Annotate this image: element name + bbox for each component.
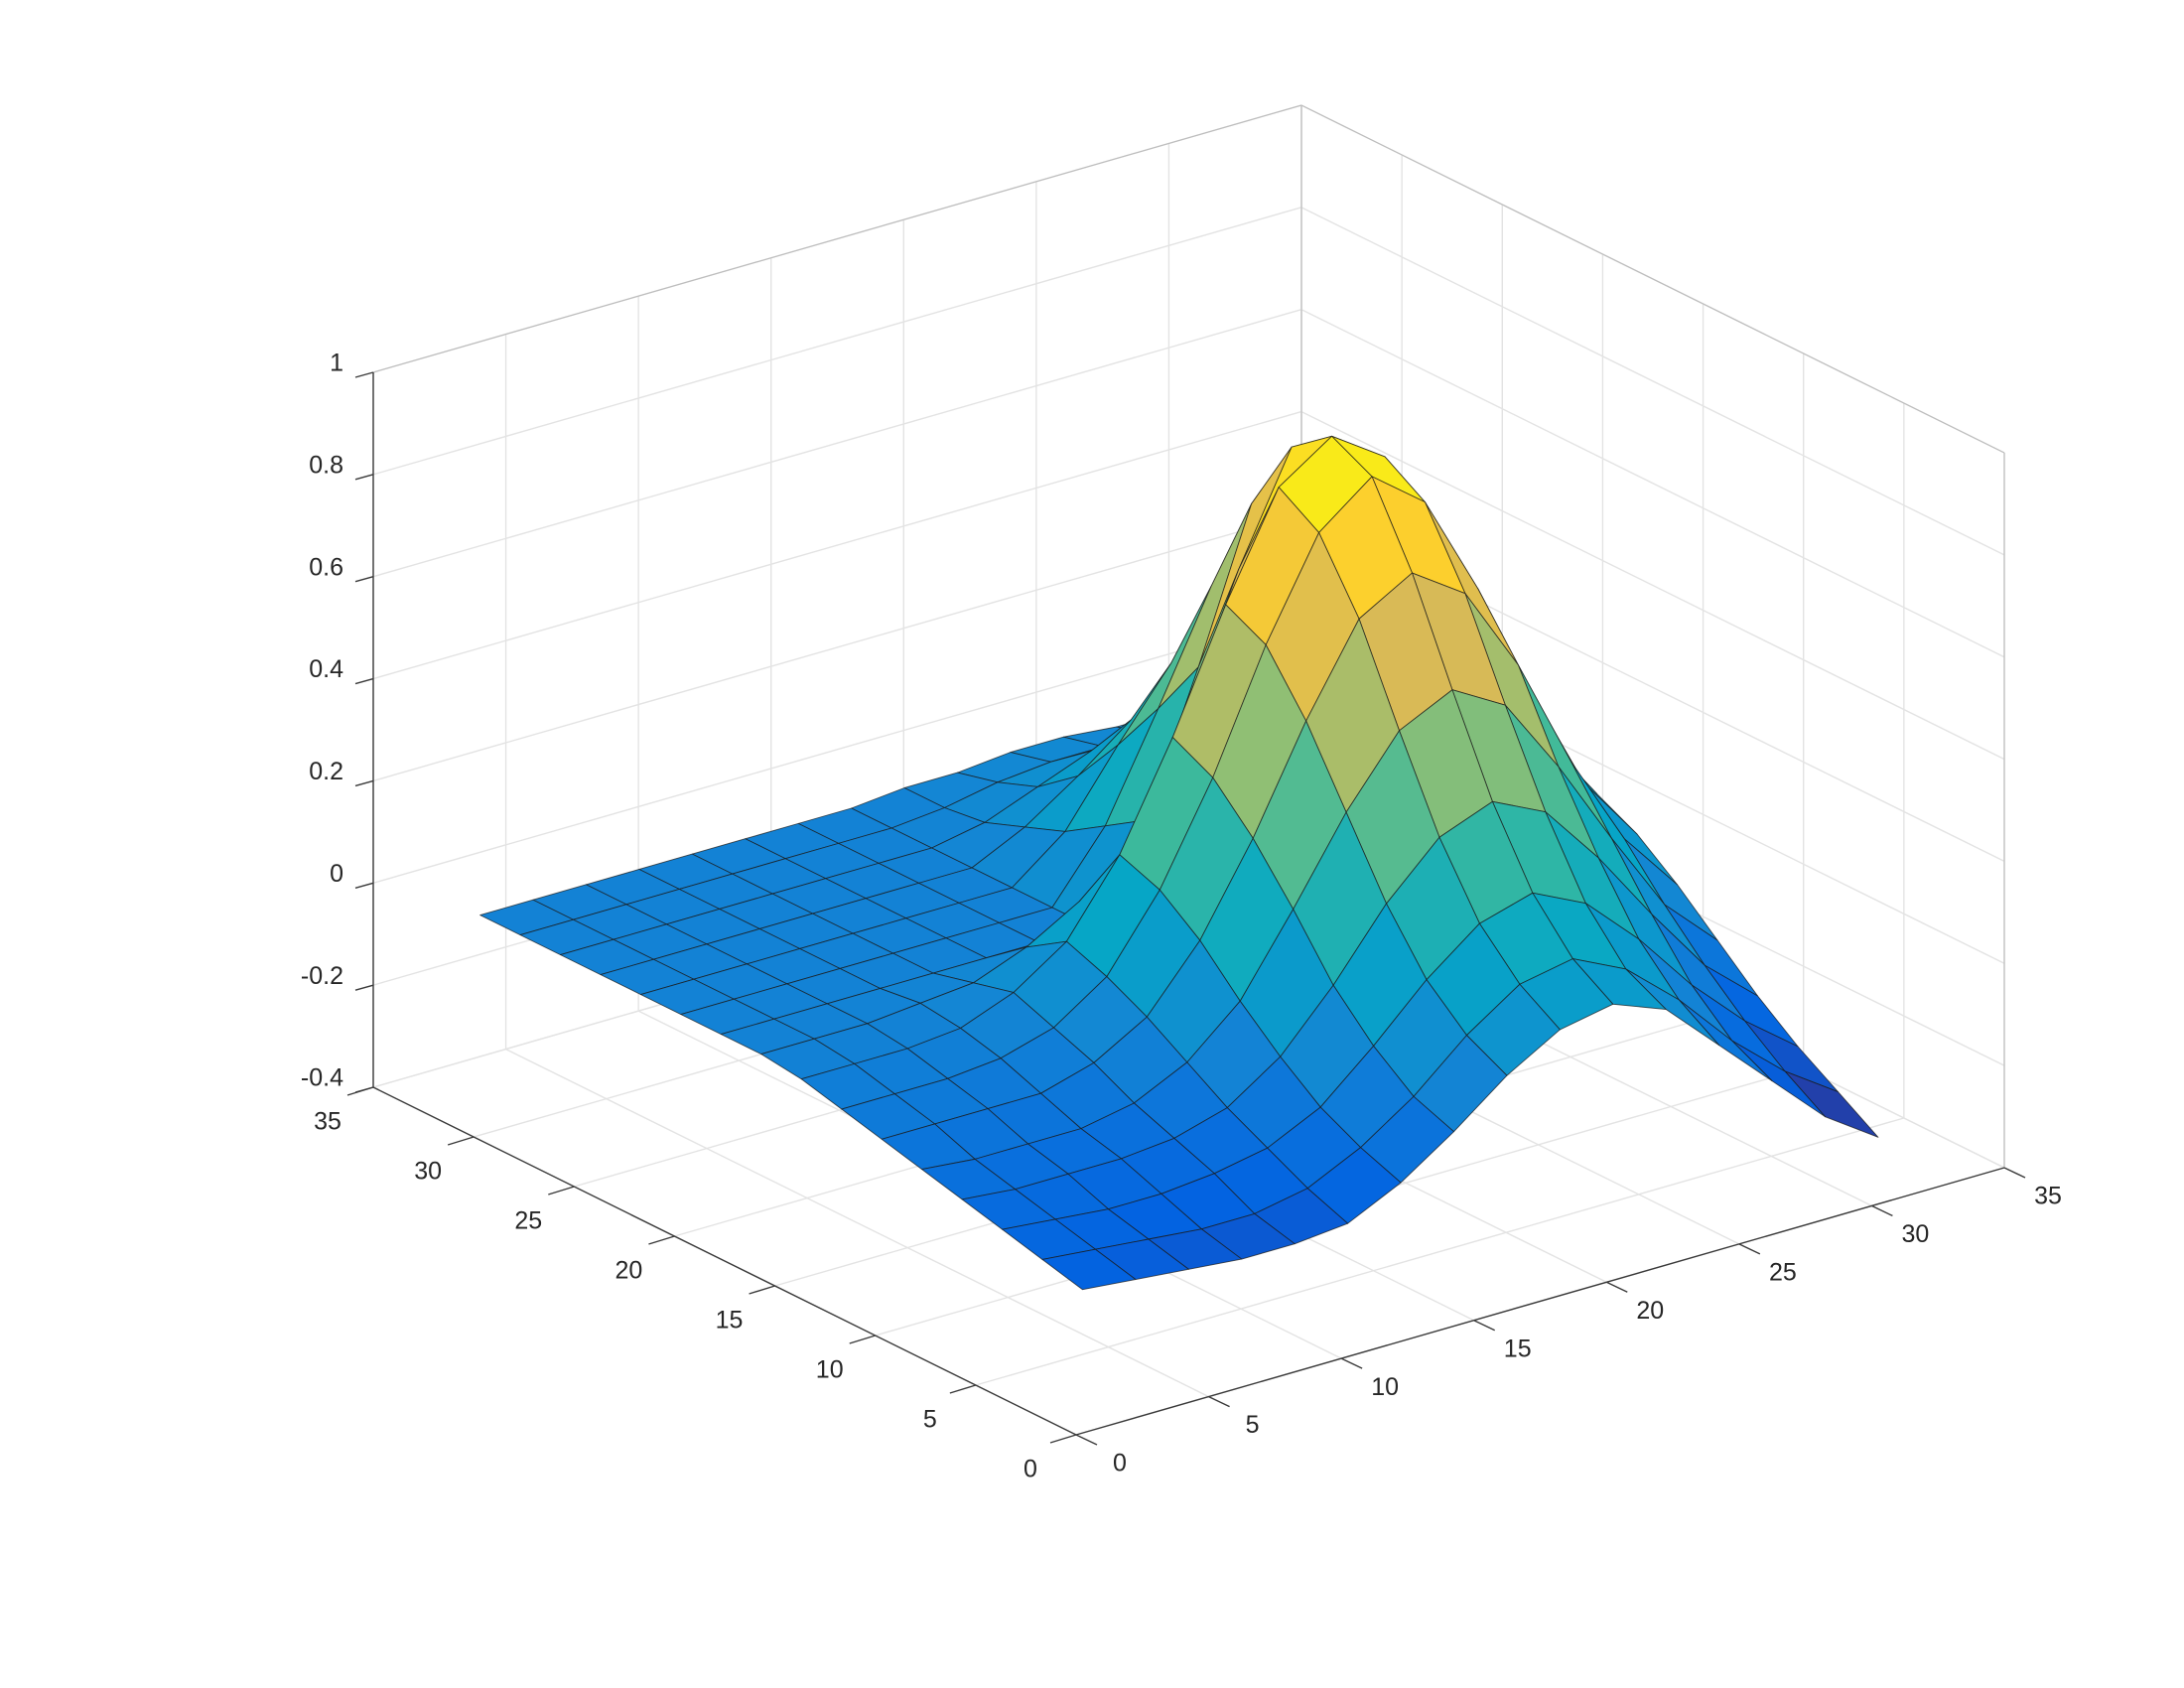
z-tick — [354, 779, 374, 787]
y-tick-label: 20 — [615, 1257, 643, 1285]
x-tick-label: 20 — [1636, 1297, 1664, 1325]
z-tick — [354, 371, 374, 378]
y-tick-label: 5 — [923, 1406, 937, 1434]
y-tick-label: 0 — [1024, 1456, 1037, 1483]
grid-line — [1300, 410, 2005, 761]
z-tick — [354, 474, 374, 481]
x-tick — [1075, 1434, 1098, 1446]
x-tick — [1340, 1357, 1363, 1369]
z-tick-label: 0.6 — [309, 553, 343, 581]
y-tick — [447, 1136, 475, 1146]
grid-line — [975, 1117, 1905, 1386]
y-tick — [1049, 1434, 1077, 1444]
z-tick-label: 0.2 — [309, 758, 343, 785]
surface — [479, 435, 1879, 1291]
x-tick-label: 15 — [1504, 1335, 1532, 1362]
z-tick-label: 0.8 — [309, 451, 343, 479]
z-tick — [354, 882, 374, 889]
z-tick — [354, 677, 374, 685]
z-tick-label: 0.4 — [309, 655, 343, 683]
y-tick-label: 15 — [716, 1307, 744, 1335]
z-tick-label: -0.2 — [301, 962, 343, 990]
x-tick-label: 30 — [1902, 1220, 1930, 1248]
y-tick-label: 25 — [514, 1207, 542, 1235]
y-tick-label: 10 — [816, 1356, 844, 1384]
z-tick-label: 1 — [330, 350, 343, 377]
x-tick-label: 5 — [1246, 1411, 1260, 1439]
grid-line — [372, 410, 1302, 680]
z-tick — [354, 984, 374, 991]
grid-line — [1300, 309, 2005, 658]
y-tick — [849, 1335, 876, 1344]
grid-line — [372, 207, 1302, 476]
z-tick — [354, 1086, 374, 1093]
axes-layer: 0 5 10 15 20 25 30 35 0 5 10 15 20 25 30 35 -0.4 -0.2 0 0.2… — [301, 350, 2062, 1483]
x-tick-label: 25 — [1769, 1258, 1797, 1286]
grid-line — [1300, 207, 2005, 556]
x-tick-label: 35 — [2034, 1183, 2062, 1210]
x-tick-label: 10 — [1371, 1373, 1399, 1401]
z-tick — [354, 576, 374, 583]
x-tick — [1871, 1204, 1893, 1217]
surface-face — [1041, 1248, 1137, 1291]
y-tick — [648, 1235, 675, 1245]
grid-line — [372, 512, 1302, 782]
z-tick-label: 0 — [330, 860, 343, 888]
x-tick — [1473, 1320, 1496, 1332]
x-tick — [1738, 1243, 1761, 1255]
surface-face — [1784, 1070, 1879, 1138]
x-axis-line — [1075, 1167, 2005, 1436]
y-tick-label: 30 — [414, 1158, 442, 1186]
x-tick — [1605, 1281, 1628, 1293]
box-edge — [1300, 104, 2005, 454]
y-tick — [548, 1186, 575, 1196]
x-tick — [2003, 1167, 2026, 1179]
x-tick — [1208, 1395, 1230, 1408]
z-tick-label: -0.4 — [301, 1064, 343, 1092]
x-tick-label: 0 — [1113, 1450, 1127, 1477]
box-edge — [372, 104, 1302, 373]
y-axis-line — [372, 1086, 1077, 1436]
grid-line — [372, 615, 1302, 884]
y-tick-label: 35 — [314, 1108, 341, 1136]
grid-line — [505, 1048, 1209, 1398]
y-tick — [949, 1384, 977, 1394]
grid-line — [372, 309, 1302, 578]
y-tick — [749, 1285, 775, 1295]
